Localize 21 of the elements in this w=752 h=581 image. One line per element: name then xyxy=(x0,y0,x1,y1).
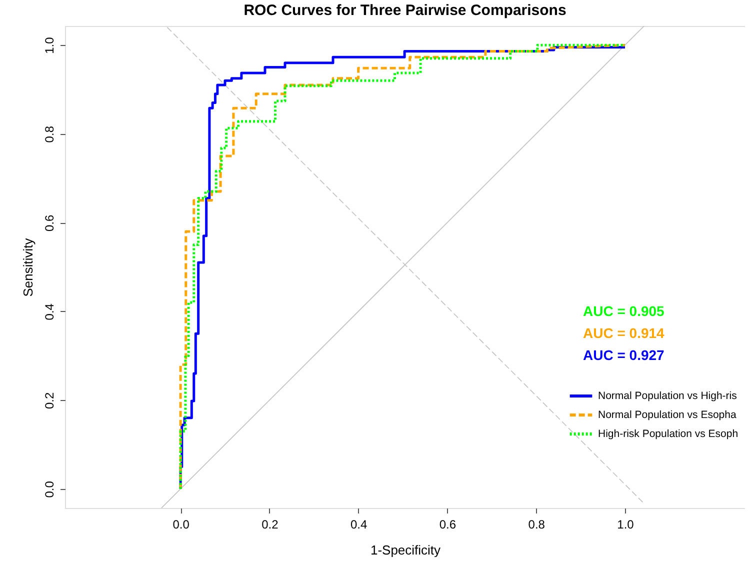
y-tick-label: 0.0 xyxy=(42,480,56,498)
y-axis-title: Sensitivity xyxy=(20,238,36,297)
annotation: AUC = 0.914 xyxy=(583,325,665,341)
annotation: AUC = 0.905 xyxy=(583,303,665,319)
x-tick-label: 0.8 xyxy=(528,518,546,532)
x-axis-title: 1-Specificity xyxy=(370,542,442,558)
y-tick-label: 1.0 xyxy=(42,36,56,54)
x-tick-label: 0.6 xyxy=(439,518,456,532)
x-tick-label: 0.0 xyxy=(172,518,190,532)
y-tick-label: 0.4 xyxy=(42,303,56,320)
x-tick-label: 1.0 xyxy=(617,518,634,532)
y-tick-label: 0.6 xyxy=(42,214,56,232)
legend-label: Normal Population vs High-ris xyxy=(598,390,737,402)
legend-label: High-risk Population vs Esoph xyxy=(598,428,738,440)
x-tick-label: 0.2 xyxy=(262,518,279,532)
chart-title: ROC Curves for Three Pairwise Comparisons xyxy=(244,2,566,19)
y-tick-label: 0.2 xyxy=(42,392,56,409)
legend-label: Normal Population vs Esopha xyxy=(598,409,736,421)
y-tick-label: 0.8 xyxy=(42,126,56,143)
x-tick-label: 0.4 xyxy=(350,518,368,532)
annotation: AUC = 0.927 xyxy=(583,347,665,363)
